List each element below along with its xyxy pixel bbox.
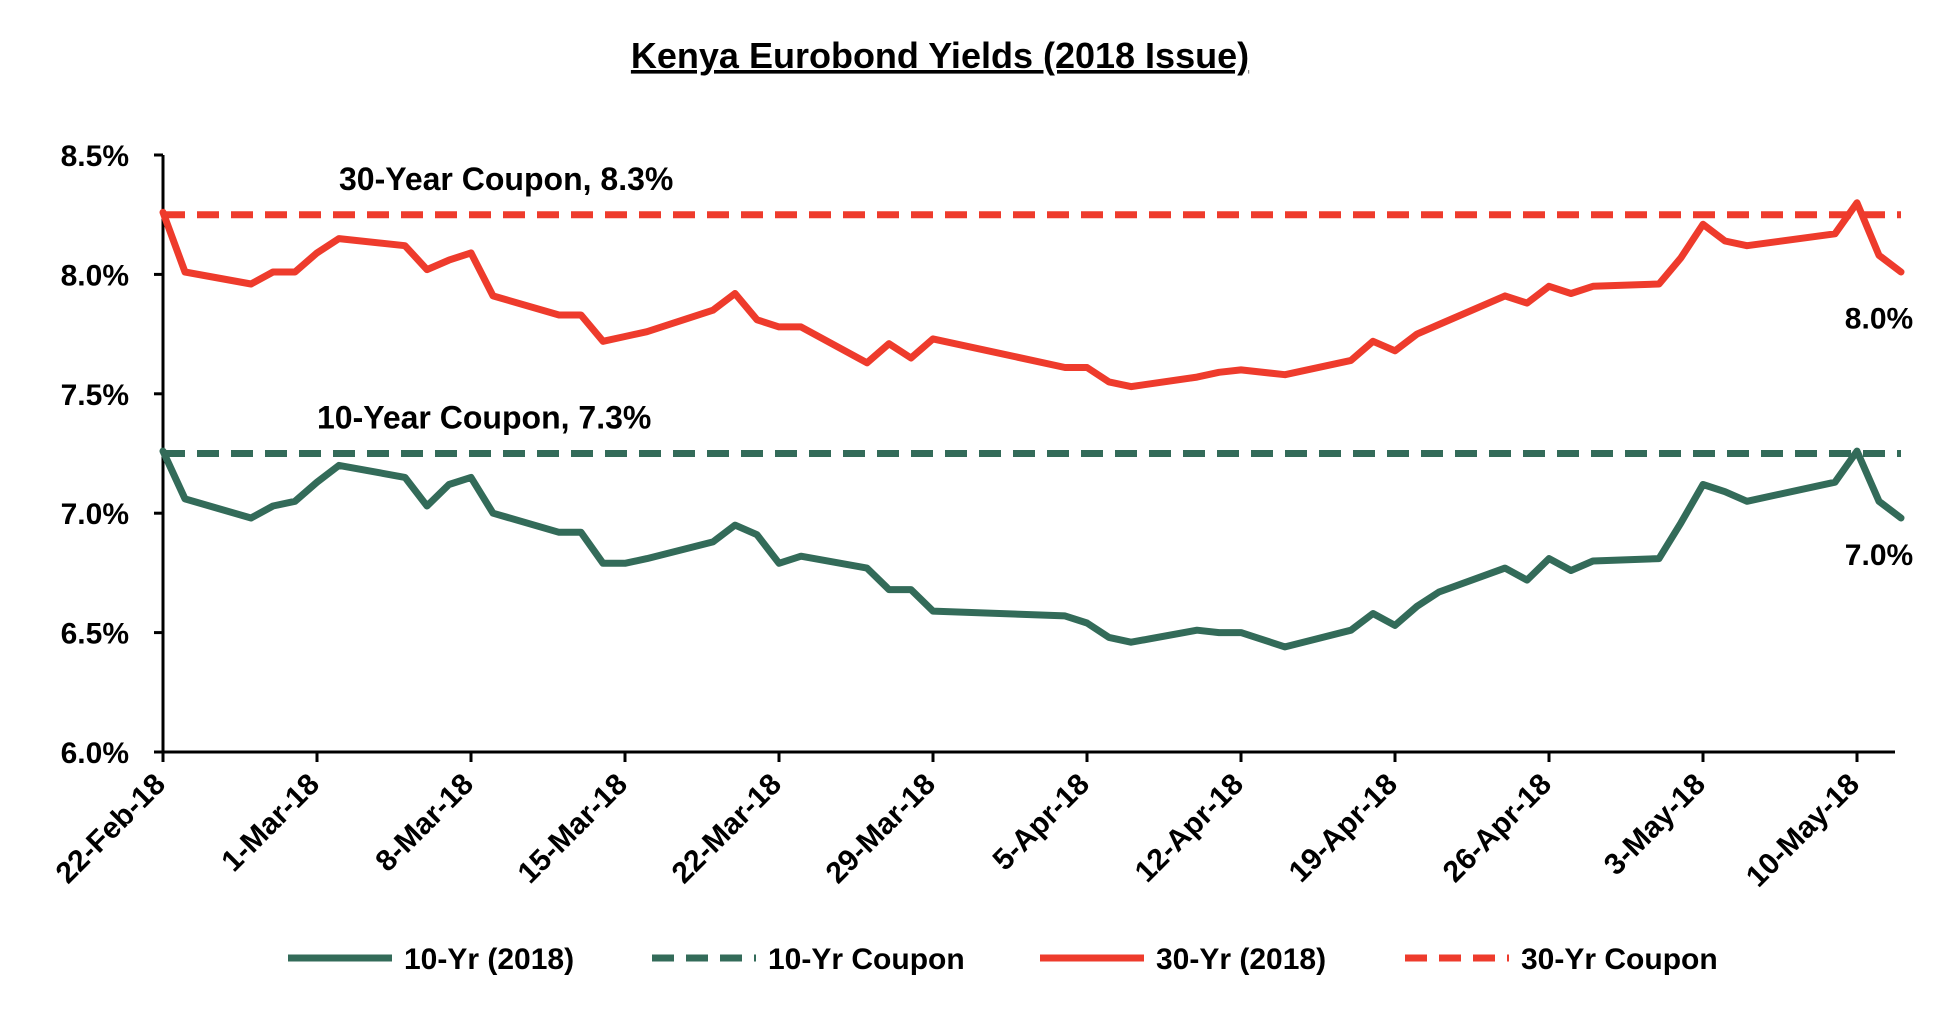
y-tick-label: 6.0% [61,737,129,770]
legend-label-10yr: 10-Yr (2018) [404,943,574,976]
y-tick-label: 8.5% [61,140,129,173]
end-label-30yr: 8.0% [1845,302,1913,335]
chart-title: Kenya Eurobond Yields (2018 Issue) [631,35,1249,76]
annotations: 30-Year Coupon, 8.3% 10-Year Coupon, 7.3… [317,161,1913,572]
x-tick-label: 22-Mar-18 [666,768,788,890]
x-tick-label: 26-Apr-18 [1437,768,1558,889]
x-tick-label: 22-Feb-18 [50,768,172,890]
legend-label-30yr-coupon: 30-Yr Coupon [1521,943,1718,976]
series-lines [159,199,1905,651]
x-tick-label: 29-Mar-18 [820,768,942,890]
y-tick-label: 8.0% [61,259,129,292]
y-tick-label: 6.5% [61,618,129,651]
legend-label-10yr-coupon: 10-Yr Coupon [768,943,965,976]
x-tick-label: 3-May-18 [1598,768,1712,882]
y-axis: 6.0% 6.5% 7.0% 7.5% 8.0% 8.5% [61,140,165,770]
legend-label-30yr: 30-Yr (2018) [1156,943,1326,976]
annotation-10yr-coupon: 10-Year Coupon, 7.3% [317,400,651,436]
x-tick-label: 5-Apr-18 [987,768,1096,877]
x-tick-label: 12-Apr-18 [1129,768,1250,889]
x-tick-label: 15-Mar-18 [512,768,634,890]
series-line-10-yr-2018 [159,447,1905,651]
x-axis: 22-Feb-18 1-Mar-18 8-Mar-18 15-Mar-18 22-Mar… [50,750,1895,894]
x-tick-label: 1-Mar-18 [215,768,326,879]
legend: 10-Yr (2018) 10-Yr Coupon 30-Yr (2018) 3… [288,943,1718,976]
x-tick-label: 10-May-18 [1740,768,1866,894]
x-tick-label: 8-Mar-18 [369,768,480,879]
x-tick-label: 19-Apr-18 [1283,768,1404,889]
y-tick-label: 7.5% [61,379,129,412]
end-label-10yr: 7.0% [1845,539,1913,572]
y-tick-label: 7.0% [61,498,129,531]
series-line-30-yr-2018 [159,199,1905,391]
annotation-30yr-coupon: 30-Year Coupon, 8.3% [339,161,673,197]
